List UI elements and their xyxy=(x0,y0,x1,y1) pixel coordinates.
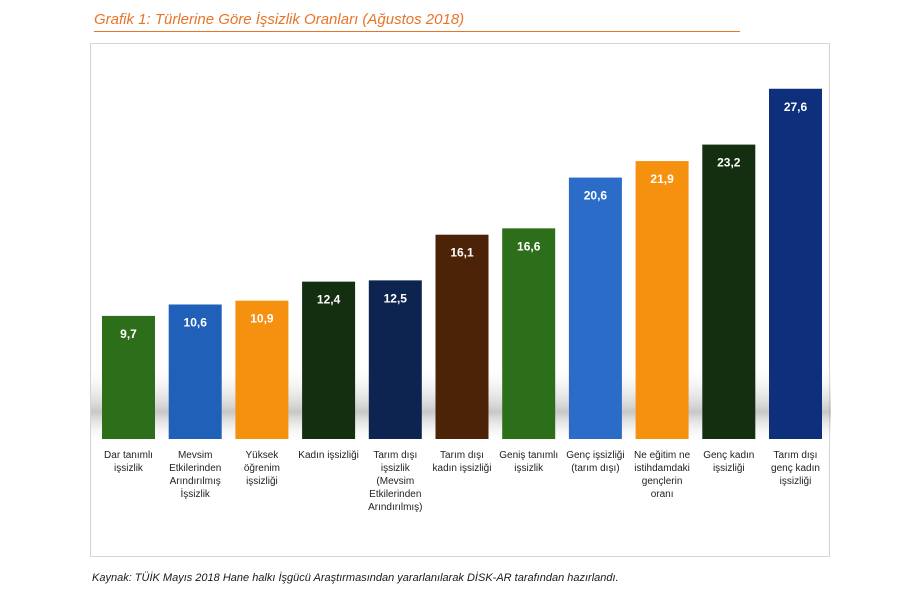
category-label-11: Tarım dışı genç kadın işsizliği xyxy=(771,450,820,487)
category-label-10: Genç kadın işsizliği xyxy=(703,450,754,474)
data-label-4: 12,4 xyxy=(317,293,341,307)
category-label-9: Ne eğitim ne istihdamdaki gençlerin oranı xyxy=(634,450,691,500)
data-label-9: 21,9 xyxy=(650,172,674,186)
data-label-1: 9,7 xyxy=(120,327,137,341)
category-label-3: Yüksek öğrenim işsizliği xyxy=(244,450,280,487)
category-label-2: Mevsim Etkilerinden Arındırılmış İşsizlik xyxy=(169,450,221,500)
bar-2 xyxy=(168,304,222,439)
category-label-6: Tarım dışı kadın işsizliği xyxy=(433,450,492,474)
data-label-7: 16,6 xyxy=(517,239,541,253)
data-label-3: 10,9 xyxy=(250,312,274,326)
data-label-2: 10,6 xyxy=(184,315,208,329)
data-label-10: 23,2 xyxy=(717,156,741,170)
chart-area: 9,7 Dar tanımlı işsizlik 10,6 Mevsim Etkileri… xyxy=(90,43,831,557)
chart-title: Grafik 1: Türlerine Göre İşsizlik Oranla… xyxy=(94,11,740,32)
bar-5 xyxy=(368,280,422,439)
category-label-8: Genç işsizliği (tarım dışı) xyxy=(566,450,624,474)
data-label-6: 16,1 xyxy=(450,246,474,260)
category-label-7: Geniş tanımlı işsizlik xyxy=(499,450,558,474)
category-label-4: Kadın işsizliği xyxy=(298,450,359,461)
data-label-11: 27,6 xyxy=(784,100,808,114)
bar-9 xyxy=(635,161,689,439)
bar-10 xyxy=(702,144,756,439)
bar-1 xyxy=(102,315,155,439)
data-label-5: 12,5 xyxy=(384,291,408,305)
bar-3 xyxy=(235,300,289,439)
bar-4 xyxy=(302,281,356,439)
source-note: Kaynak: TÜİK Mayıs 2018 Hane halkı İşgüc… xyxy=(92,572,619,584)
bar-11 xyxy=(769,88,822,440)
category-label-1: Dar tanımlı işsizlik xyxy=(104,450,153,474)
bar-8 xyxy=(568,177,622,439)
data-label-8: 20,6 xyxy=(584,189,608,203)
bar-7 xyxy=(502,228,556,439)
bar-chart: 9,7 Dar tanımlı işsizlik 10,6 Mevsim Etkileri… xyxy=(91,88,831,513)
bar-6 xyxy=(435,234,489,439)
category-label-5: Tarım dışı işsizlik (Mevsim Etkilerinden Arı… xyxy=(368,450,422,513)
